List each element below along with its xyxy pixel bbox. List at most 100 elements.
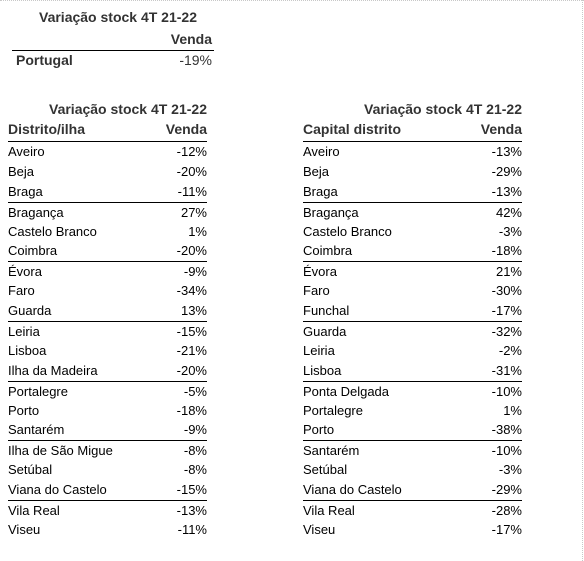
row-name: Ilha da Madeira	[8, 362, 98, 378]
row-value: 13%	[180, 303, 207, 319]
district-table-header: Distrito/ilha Venda	[8, 121, 207, 142]
table-row: Portalegre 1%	[303, 401, 522, 421]
row-value: -20%	[176, 362, 207, 378]
table-row: Leiria -2%	[303, 341, 522, 361]
row-name: Castelo Branco	[303, 223, 392, 239]
row-value: -18%	[176, 402, 207, 418]
table-row: Coimbra -18%	[303, 241, 522, 261]
capital-header-rule	[303, 141, 522, 142]
table-row: Portalegre -5%	[8, 380, 207, 401]
table-row: Setúbal -3%	[303, 460, 522, 480]
table-row: Ponta Delgada -10%	[303, 380, 522, 401]
district-header-rule	[8, 141, 207, 142]
row-name: Évora	[303, 264, 337, 280]
row-name: Porto	[303, 422, 335, 438]
row-name: Setúbal	[8, 462, 53, 478]
row-name: Santarém	[303, 443, 360, 459]
row-name: Lisboa	[303, 362, 342, 378]
row-name: Bragança	[303, 204, 359, 220]
row-value: -20%	[176, 243, 207, 259]
row-name: Vila Real	[8, 503, 60, 519]
table-row: Aveiro -12%	[8, 142, 207, 162]
table-row: Coimbra -20%	[8, 241, 207, 261]
table-row: Leiria -15%	[8, 321, 207, 341]
row-value: -11%	[177, 521, 207, 537]
table-row: Funchal -17%	[303, 301, 522, 321]
row-name: Faro	[303, 283, 330, 299]
table-row: Viana do Castelo -29%	[303, 480, 522, 500]
table-row: Viseu -11%	[8, 520, 207, 540]
row-value: -10%	[491, 443, 522, 459]
row-name: Ponta Delgada	[303, 383, 390, 399]
summary-column-header: Venda	[170, 31, 212, 47]
row-value: -29%	[491, 482, 522, 498]
row-value: -21%	[176, 342, 207, 358]
table-row: Beja -29%	[303, 162, 522, 182]
row-name: Aveiro	[8, 144, 45, 159]
table-row: Faro -34%	[8, 281, 207, 301]
row-value: -34%	[176, 283, 207, 299]
row-value: -18%	[491, 243, 522, 259]
row-name: Leiria	[8, 324, 40, 340]
district-rows: Aveiro -12% Beja -20% Braga -11% Bragança 27% Ca…	[8, 142, 207, 540]
row-value: 1%	[188, 223, 207, 239]
row-value: -17%	[491, 303, 522, 319]
row-name: Viana do Castelo	[8, 482, 107, 498]
table-row: Guarda 13%	[8, 301, 207, 321]
district-col-name: Distrito/ilha	[8, 121, 86, 137]
table-row: Faro -30%	[303, 281, 522, 301]
row-value: -31%	[491, 362, 522, 378]
district-table-title: Variação stock 4T 21-22	[49, 101, 207, 117]
row-value: 42%	[495, 204, 522, 220]
row-name: Santarém	[8, 422, 65, 438]
capital-col-name: Capital distrito	[303, 121, 402, 137]
row-value: -8%	[183, 462, 207, 478]
row-value: -13%	[176, 503, 207, 519]
row-value: -13%	[491, 144, 522, 159]
table-row: Ilha da Madeira -20%	[8, 361, 207, 381]
row-name: Braga	[8, 183, 43, 199]
row-value: -13%	[491, 183, 522, 199]
sheet-right-border	[582, 0, 583, 561]
row-value: -20%	[176, 163, 207, 179]
row-name: Portalegre	[303, 402, 363, 418]
row-name: Coimbra	[303, 243, 353, 259]
table-row: Santarém -10%	[303, 440, 522, 460]
row-name: Porto	[8, 402, 40, 418]
row-name: Braga	[303, 183, 338, 199]
row-value: -38%	[491, 422, 522, 438]
row-value: -12%	[176, 144, 207, 159]
row-value: -9%	[183, 264, 207, 280]
row-name: Leiria	[303, 342, 335, 358]
table-row: Vila Real -13%	[8, 500, 207, 520]
capital-rows: Aveiro -13% Beja -29% Braga -13% Bragança 42% Ca…	[303, 142, 522, 540]
row-value: -15%	[176, 324, 207, 340]
capital-table-title: Variação stock 4T 21-22	[364, 101, 522, 117]
row-value: -8%	[183, 443, 207, 459]
table-row: Porto -38%	[303, 420, 522, 440]
row-name: Portalegre	[8, 383, 68, 399]
table-row: Castelo Branco 1%	[8, 222, 207, 242]
row-value: 27%	[180, 204, 207, 220]
table-row: Évora 21%	[303, 261, 522, 281]
row-value: 21%	[495, 264, 522, 280]
table-row: Viana do Castelo -15%	[8, 480, 207, 500]
row-name: Viseu	[303, 521, 336, 537]
row-name: Ilha de São Migue	[8, 443, 113, 459]
table-row: Castelo Branco -3%	[303, 222, 522, 242]
row-name: Faro	[8, 283, 35, 299]
district-col-value: Venda	[165, 121, 207, 137]
row-name: Setúbal	[303, 462, 348, 478]
row-value: -11%	[177, 183, 207, 199]
table-row: Guarda -32%	[303, 321, 522, 341]
row-name: Évora	[8, 264, 42, 280]
row-value: -30%	[491, 283, 522, 299]
row-name: Vila Real	[303, 503, 355, 519]
table-row: Viseu -17%	[303, 520, 522, 540]
row-name: Coimbra	[8, 243, 58, 259]
row-value: -3%	[498, 223, 522, 239]
row-value: -10%	[491, 383, 522, 399]
table-row: Beja -20%	[8, 162, 207, 182]
table-row: Santarém -9%	[8, 420, 207, 440]
table-row: Lisboa -21%	[8, 341, 207, 361]
